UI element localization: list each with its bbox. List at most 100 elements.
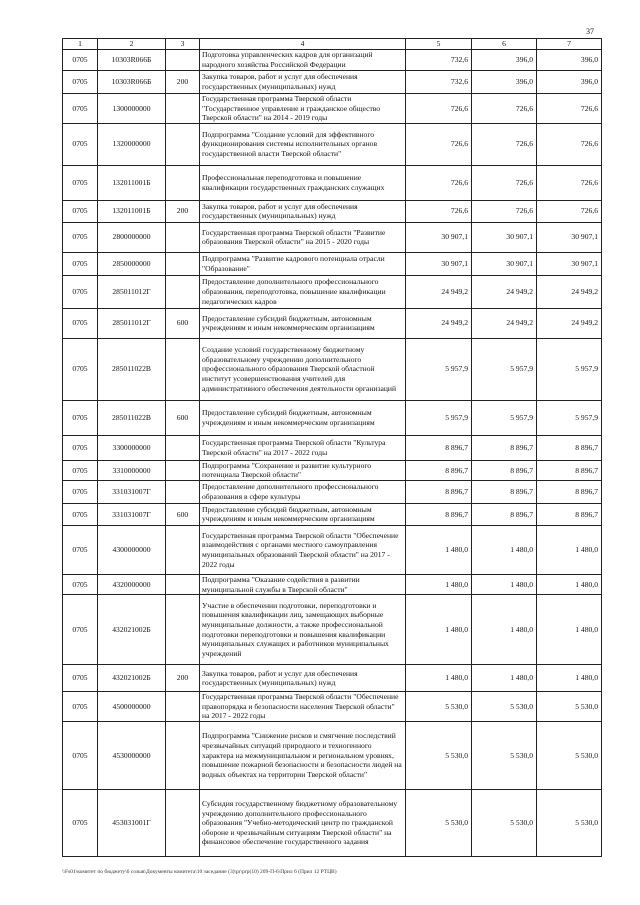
expense-type: 200 — [165, 664, 200, 693]
target-code: 132011001Б — [97, 199, 166, 223]
amount-col5: 726,6 — [405, 164, 472, 201]
section-code: 0705 — [62, 479, 98, 504]
description: Предоставление субсидий бюджетным, автон… — [199, 399, 406, 436]
target-code: 285011012Г — [97, 274, 166, 309]
amount-col5: 732,6 — [405, 70, 472, 94]
table-row: 0705 3310000000 Подпрограмма "Сохранение и… — [62, 459, 602, 481]
description: Подготовка управленческих кадров для орг… — [199, 49, 406, 71]
expense-type — [165, 524, 200, 575]
amount-col7: 24 949,2 — [536, 307, 602, 339]
amount-col5: 8 896,7 — [405, 459, 472, 481]
table-row: 0705 285011022В 600 Предоставление субсидий… — [62, 399, 602, 436]
description: Закупка товаров, работ и услуг для обесп… — [199, 199, 406, 223]
table-row: 0705 1320000000 Подпрограмма "Создание усл… — [62, 122, 602, 166]
amount-col5: 732,6 — [405, 49, 472, 71]
table-row: 0705 331031007Г 600 Предоставление субсидий… — [62, 502, 602, 526]
amount-col7: 1 480,0 — [536, 664, 602, 693]
table-row: 0705 331031007Г Предоставление дополнитель… — [62, 479, 602, 504]
amount-col5: 30 907,1 — [405, 221, 472, 253]
amount-col5: 1 480,0 — [405, 664, 472, 693]
column-header-6: 6 — [471, 38, 537, 50]
table-row: 0705 2800000000 Государственная программа … — [62, 221, 602, 253]
amount-col7: 5 530,0 — [536, 788, 602, 857]
table-row: 0705 10303R066Б 200 Закупка товаров, работ … — [62, 70, 602, 94]
amount-col7: 5 530,0 — [536, 691, 602, 722]
expense-type — [165, 788, 200, 857]
section-code: 0705 — [62, 434, 98, 461]
table-row: 0705 285011012Г Предоставление дополнитель… — [62, 274, 602, 309]
description: Закупка товаров, работ и услуг для обесп… — [199, 70, 406, 94]
amount-col5: 1 480,0 — [405, 524, 472, 575]
amount-col7: 8 896,7 — [536, 479, 602, 504]
description: Субсидия государственному бюджетному обр… — [199, 788, 406, 857]
description: Профессиональная переподготовка и повыше… — [199, 164, 406, 201]
description: Государственная программа Тверской облас… — [199, 691, 406, 722]
amount-col6: 8 896,7 — [471, 459, 537, 481]
description: Государственная программа Тверской облас… — [199, 93, 406, 124]
amount-col7: 726,6 — [536, 164, 602, 201]
expense-type: 600 — [165, 307, 200, 339]
description: Подпрограмма "Снижение рисков и смягчени… — [199, 720, 406, 790]
amount-col7: 5 957,9 — [536, 337, 602, 401]
table-row: 0705 432021002Б Участие в обеспечении подг… — [62, 594, 602, 666]
amount-col6: 726,6 — [471, 199, 537, 223]
amount-col7: 5 957,9 — [536, 399, 602, 436]
amount-col7: 8 896,7 — [536, 434, 602, 461]
column-header-1: 1 — [62, 38, 98, 50]
amount-col7: 1 480,0 — [536, 573, 602, 596]
amount-col7: 5 530,0 — [536, 720, 602, 790]
expense-type — [165, 337, 200, 401]
target-code: 285011012Г — [97, 307, 166, 339]
expense-type — [165, 720, 200, 790]
target-code: 1320000000 — [97, 122, 166, 166]
amount-col6: 8 896,7 — [471, 434, 537, 461]
description: Подпрограмма "Создание условий для эффек… — [199, 122, 406, 166]
amount-col6: 726,6 — [471, 93, 537, 124]
section-code: 0705 — [62, 122, 98, 166]
section-code: 0705 — [62, 594, 98, 666]
amount-col5: 726,6 — [405, 93, 472, 124]
target-code: 4530000000 — [97, 720, 166, 790]
amount-col5: 726,6 — [405, 122, 472, 166]
table-row: 0705 285011022В Создание условий государст… — [62, 337, 602, 401]
amount-col5: 5 957,9 — [405, 399, 472, 436]
amount-col6: 30 907,1 — [471, 251, 537, 276]
target-code: 432021002Б — [97, 594, 166, 666]
table-row: 0705 2850000000 Подпрограмма "Развитие кад… — [62, 251, 602, 276]
expense-type: 200 — [165, 70, 200, 94]
table-row: 0705 453031001Г Субсидия государственному … — [62, 788, 602, 857]
expense-type — [165, 221, 200, 253]
amount-col5: 1 480,0 — [405, 594, 472, 666]
expense-type — [165, 93, 200, 124]
column-header-2: 2 — [97, 38, 166, 50]
expense-type — [165, 274, 200, 309]
target-code: 331031007Г — [97, 479, 166, 504]
section-code: 0705 — [62, 49, 98, 71]
amount-col5: 1 480,0 — [405, 573, 472, 596]
amount-col6: 8 896,7 — [471, 479, 537, 504]
expense-type — [165, 122, 200, 166]
amount-col6: 30 907,1 — [471, 221, 537, 253]
target-code: 132011001Б — [97, 164, 166, 201]
expense-type — [165, 434, 200, 461]
target-code: 10303R066Б — [97, 70, 166, 94]
amount-col5: 8 896,7 — [405, 434, 472, 461]
table-row: 0705 4320000000 Подпрограмма "Оказание сод… — [62, 573, 602, 596]
target-code: 10303R066Б — [97, 49, 166, 71]
table-row: 0705 285011012Г 600 Предоставление субсидий… — [62, 307, 602, 339]
amount-col5: 8 896,7 — [405, 502, 472, 526]
section-code: 0705 — [62, 199, 98, 223]
column-header-3: 3 — [165, 38, 200, 50]
expense-type — [165, 594, 200, 666]
table-row: 0705 10303R066Б Подготовка управленческих … — [62, 49, 602, 71]
table-row: 0705 132011001Б 200 Закупка товаров, работ … — [62, 199, 602, 223]
amount-col6: 5 530,0 — [471, 691, 537, 722]
amount-col6: 5 957,9 — [471, 399, 537, 436]
target-code: 285011022В — [97, 337, 166, 401]
target-code: 3310000000 — [97, 459, 166, 481]
section-code: 0705 — [62, 93, 98, 124]
expense-type — [165, 49, 200, 71]
page-number: 37 — [586, 27, 594, 36]
expense-type — [165, 251, 200, 276]
